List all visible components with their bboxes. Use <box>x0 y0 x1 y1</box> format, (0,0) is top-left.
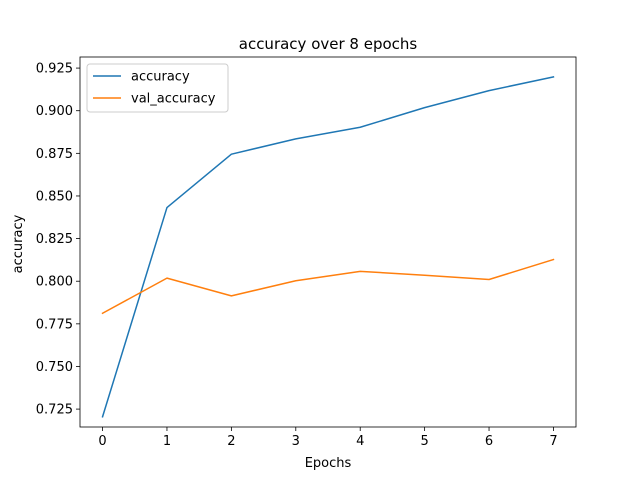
series-line-accuracy <box>101 76 555 418</box>
x-tick-label: 4 <box>356 434 364 449</box>
x-tick-label: 0 <box>98 434 106 449</box>
legend-label-val-accuracy: val_accuracy <box>131 92 216 107</box>
y-tick-label: 0.850 <box>36 189 73 204</box>
x-axis-label: Epochs <box>305 456 352 471</box>
legend-box <box>86 63 229 113</box>
x-tick-label: 2 <box>227 434 235 449</box>
y-tick-label: 0.825 <box>36 232 73 247</box>
legend: accuracy val_accuracy <box>86 63 229 113</box>
y-tick-label: 0.750 <box>36 360 73 375</box>
y-tick-label: 0.725 <box>36 403 73 418</box>
x-tick-label: 6 <box>485 434 493 449</box>
y-tick-label: 0.800 <box>36 275 73 290</box>
series-line-val-accuracy <box>101 258 555 315</box>
y-tick-label: 0.925 <box>36 62 73 77</box>
legend-label-accuracy: accuracy <box>131 70 190 85</box>
y-tick-label: 0.875 <box>36 147 73 162</box>
y-axis-label: accuracy <box>11 214 26 273</box>
x-tick-label: 1 <box>163 434 171 449</box>
x-tick-label: 5 <box>420 434 428 449</box>
y-tick-label: 0.900 <box>36 104 73 119</box>
chart-title: accuracy over 8 epochs <box>239 35 418 53</box>
y-tick-label: 0.775 <box>36 317 73 332</box>
axes-frame <box>79 56 577 428</box>
plot-area: 0 1 2 3 4 5 6 7 0.725 0.750 0.775 0.800 0.825 0.850 0.… <box>36 56 577 449</box>
x-tick-label: 3 <box>292 434 300 449</box>
x-tick-label: 7 <box>549 434 557 449</box>
